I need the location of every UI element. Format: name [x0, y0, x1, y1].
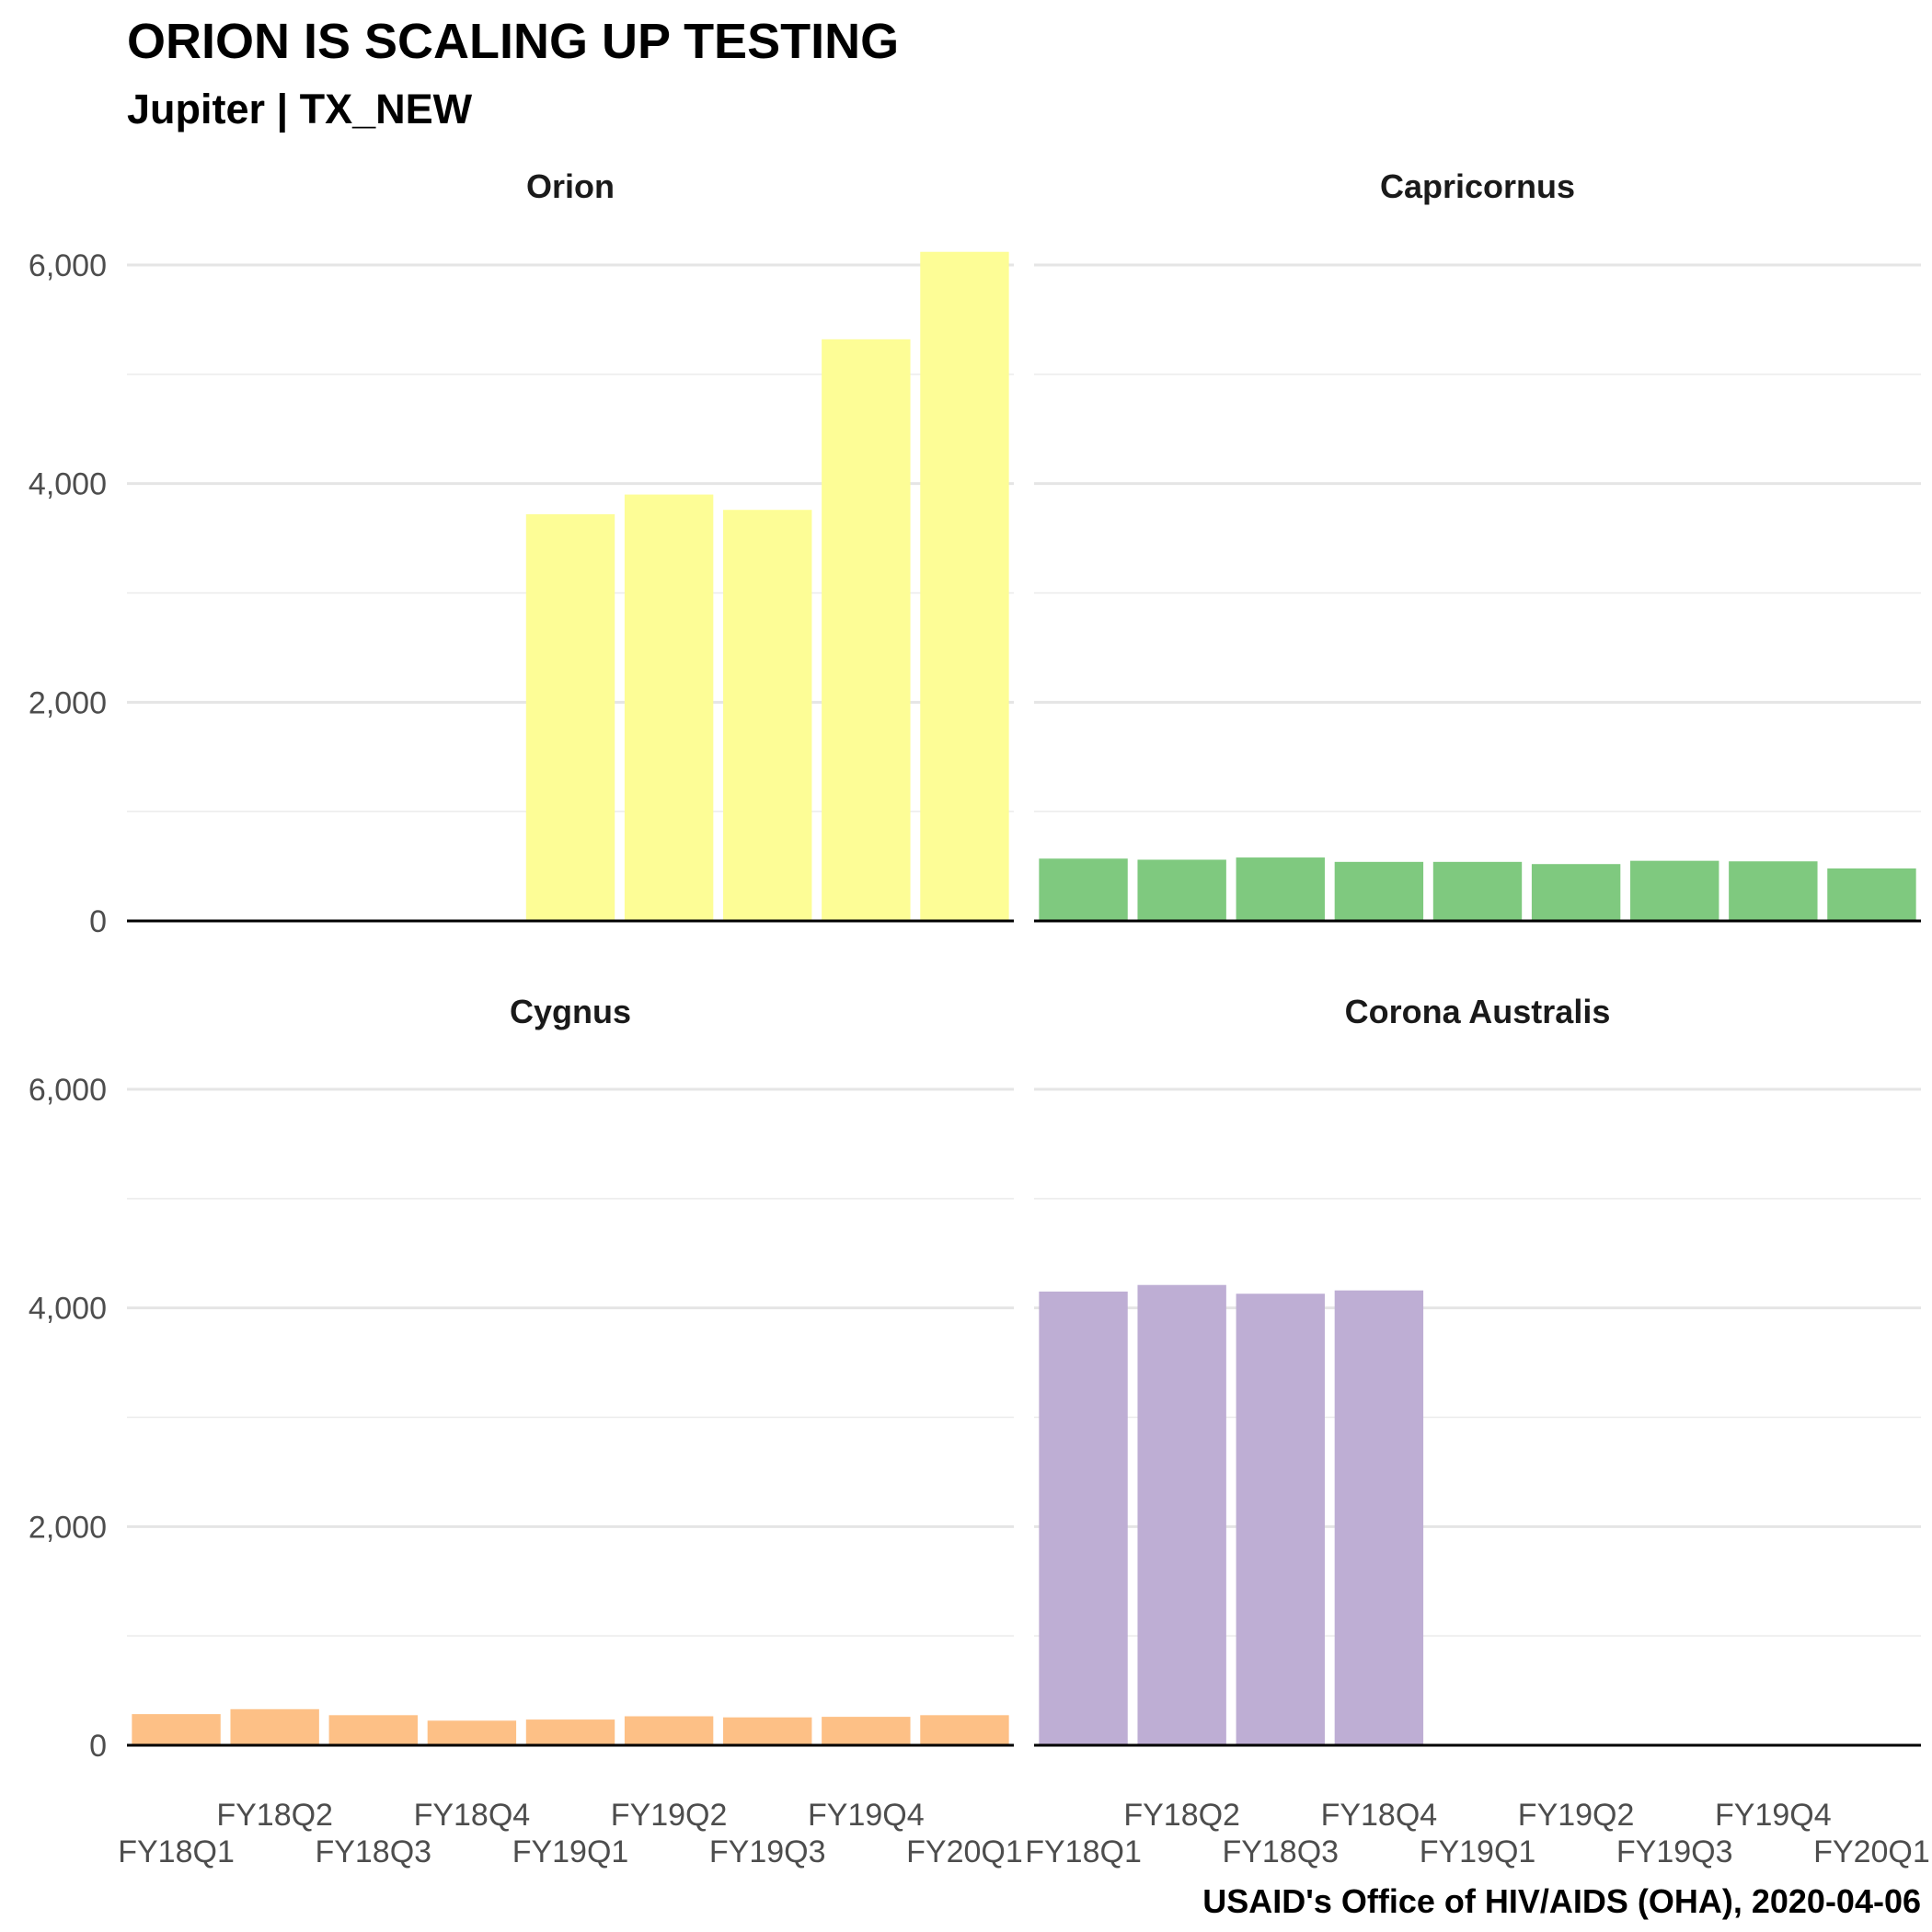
bar-fy19q2: [1531, 864, 1621, 921]
bar-fy19q2: [624, 494, 714, 921]
panel-title: Corona Australis: [1345, 993, 1611, 1030]
y-tick-label: 2,000: [29, 685, 107, 720]
x-tick-label: FY19Q3: [1616, 1834, 1733, 1869]
x-tick-label: FY18Q1: [1025, 1834, 1142, 1869]
bar-fy18q4: [1334, 861, 1424, 921]
bar-fy18q3: [328, 1715, 418, 1745]
x-tick-label: FY20Q1: [1813, 1834, 1930, 1869]
y-tick-label: 0: [89, 1729, 107, 1764]
bar-fy19q4: [822, 1717, 911, 1745]
y-tick-label: 2,000: [29, 1510, 107, 1545]
bar-fy19q3: [723, 510, 812, 921]
bar-fy18q3: [1236, 1294, 1325, 1745]
bar-fy18q1: [1039, 858, 1128, 921]
bar-fy19q3: [1630, 860, 1719, 921]
bar-fy18q4: [1334, 1290, 1424, 1745]
bar-fy19q1: [525, 513, 615, 921]
x-tick-label: FY19Q2: [1518, 1798, 1635, 1833]
bar-fy20q1: [920, 1715, 1009, 1745]
bar-fy19q1: [525, 1719, 615, 1745]
chart-title: ORION IS SCALING UP TESTING: [127, 14, 900, 69]
x-tick-label: FY18Q1: [118, 1834, 235, 1869]
bar-fy19q2: [624, 1716, 714, 1745]
y-tick-label: 4,000: [29, 467, 107, 502]
bar-fy18q2: [1137, 859, 1226, 921]
x-tick-label: FY19Q3: [709, 1834, 826, 1869]
chart-caption: USAID's Office of HIV/AIDS (OHA), 2020-0…: [1202, 1882, 1921, 1920]
panel-orion: Orion 0 2,000 4,000 6,000: [29, 167, 1014, 939]
x-tick-label: FY19Q4: [808, 1798, 925, 1833]
x-tick-label: FY19Q2: [611, 1798, 728, 1833]
x-tick-label: FY18Q3: [315, 1834, 431, 1869]
chart-subtitle: Jupiter | TX_NEW: [127, 86, 473, 132]
bar-fy18q2: [230, 1708, 319, 1745]
bar-fy19q4: [1729, 861, 1818, 921]
bar-fy20q1: [1827, 868, 1916, 921]
x-tick-label: FY18Q2: [1123, 1798, 1240, 1833]
panel-capricornus: Capricornus: [1034, 167, 1921, 923]
x-tick-label: FY18Q4: [414, 1798, 531, 1833]
x-tick-label: FY19Q1: [1420, 1834, 1536, 1869]
panel-title: Capricornus: [1380, 167, 1575, 205]
y-tick-label: 6,000: [29, 248, 107, 283]
bar-fy19q3: [723, 1717, 812, 1745]
panel-title: Cygnus: [510, 993, 631, 1030]
bar-fy18q1: [1039, 1291, 1128, 1745]
x-tick-label: FY19Q1: [512, 1834, 629, 1869]
y-tick-label: 0: [89, 904, 107, 939]
x-tick-label: FY18Q2: [216, 1798, 333, 1833]
bar-fy18q1: [132, 1714, 221, 1745]
panel-cygnus: Cygnus 0 2,000 4,000 6,000 FY18Q1FY18Q2FY18Q3…: [29, 993, 1023, 1869]
panel-corona-australis: Corona Australis FY18Q1FY18Q2FY18Q3FY18Q4…: [1025, 993, 1930, 1869]
panel-title: Orion: [526, 167, 615, 205]
y-tick-label: 6,000: [29, 1073, 107, 1108]
x-tick-label: FY20Q1: [906, 1834, 1023, 1869]
x-tick-label: FY18Q4: [1321, 1798, 1438, 1833]
bar-fy18q3: [1236, 857, 1325, 921]
bar-fy20q1: [920, 251, 1009, 921]
bar-fy19q1: [1432, 861, 1523, 921]
bar-fy19q4: [822, 339, 911, 922]
x-tick-label: FY19Q4: [1715, 1798, 1832, 1833]
bar-fy18q4: [427, 1720, 517, 1745]
x-tick-label: FY18Q3: [1222, 1834, 1339, 1869]
bar-fy18q2: [1137, 1284, 1226, 1745]
y-tick-label: 4,000: [29, 1292, 107, 1327]
